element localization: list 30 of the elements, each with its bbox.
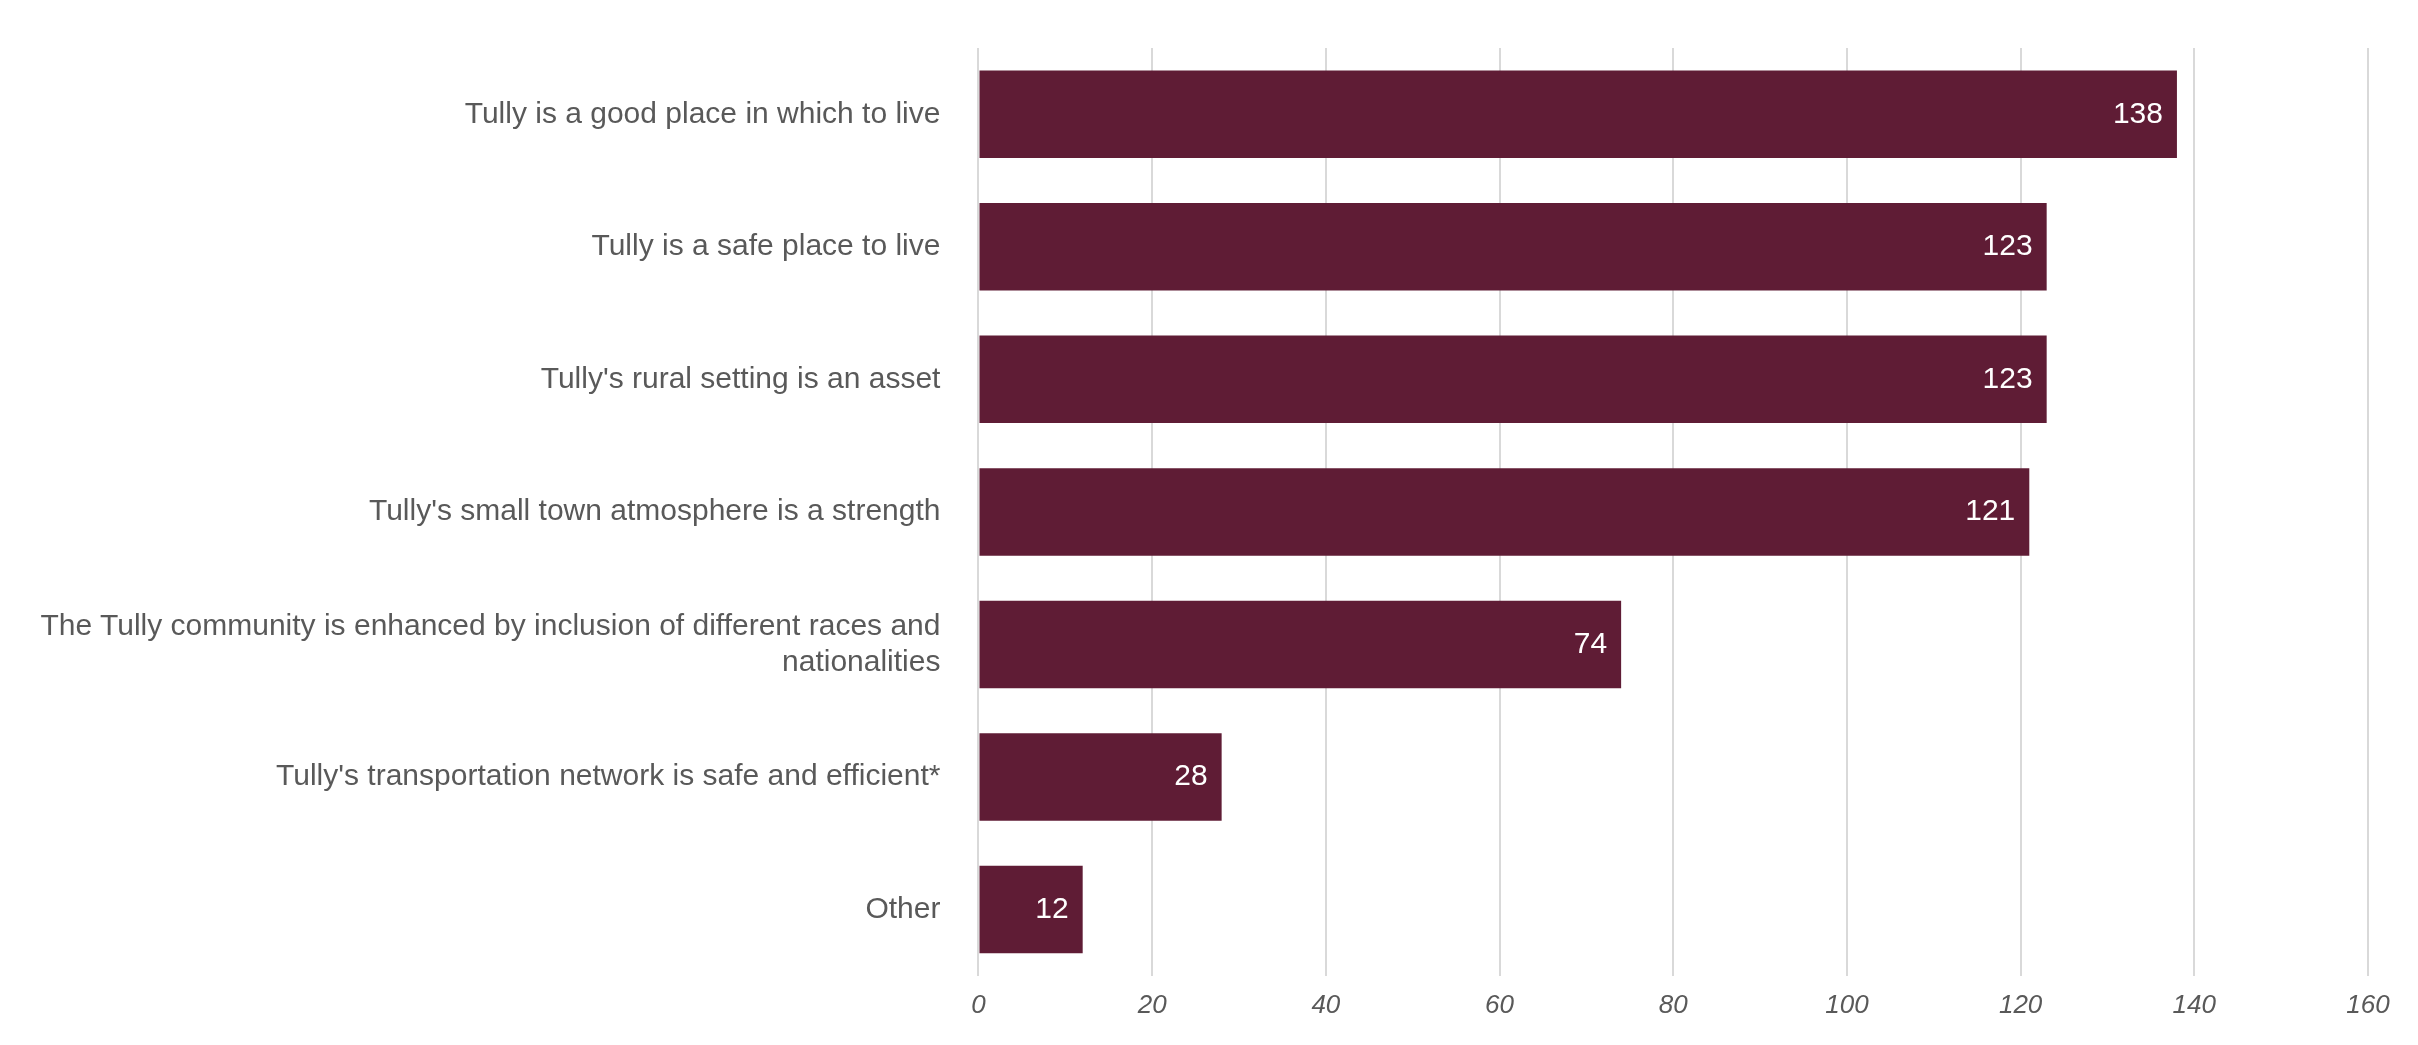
y-tick-label: Tully is a good place in which to live <box>464 95 941 129</box>
x-tick-label: 100 <box>1825 988 1870 1019</box>
y-tick-label: The Tully community is enhanced by inclusion of different races and nationalities <box>40 607 941 677</box>
data-label: 123 <box>1982 228 2033 262</box>
bar <box>979 733 1222 821</box>
y-tick-label: Tully's small town atmosphere is a strength <box>368 493 941 527</box>
data-label: 123 <box>1982 360 2033 394</box>
data-label: 12 <box>1035 890 1069 924</box>
x-tick-label: 20 <box>1136 988 1168 1019</box>
x-tick-label: 160 <box>2346 988 2391 1019</box>
bar <box>979 865 1083 954</box>
x-tick-label: 60 <box>1485 988 1515 1019</box>
y-tick-label: Tully is a safe place to live <box>591 228 941 262</box>
bar <box>979 203 2047 291</box>
x-tick-label: 0 <box>971 988 987 1019</box>
bar <box>979 335 2047 424</box>
bar <box>979 600 1622 689</box>
data-label: 121 <box>1965 493 2016 527</box>
bar <box>979 70 2177 159</box>
x-tick-label: 120 <box>1998 988 2043 1019</box>
x-tick-label: 40 <box>1311 988 1341 1019</box>
bar <box>979 468 2030 556</box>
y-tick-label: Tully's rural setting is an asset <box>540 360 942 394</box>
x-tick-label: 80 <box>1658 988 1689 1019</box>
y-tick-label: Tully's transportation network is safe and efficient* <box>276 758 941 792</box>
data-label: 74 <box>1573 625 1608 659</box>
x-tick-label: 140 <box>2172 988 2217 1019</box>
y-tick-label: Other <box>865 890 941 924</box>
data-label: 138 <box>2112 95 2163 129</box>
data-label: 28 <box>1174 758 1208 792</box>
